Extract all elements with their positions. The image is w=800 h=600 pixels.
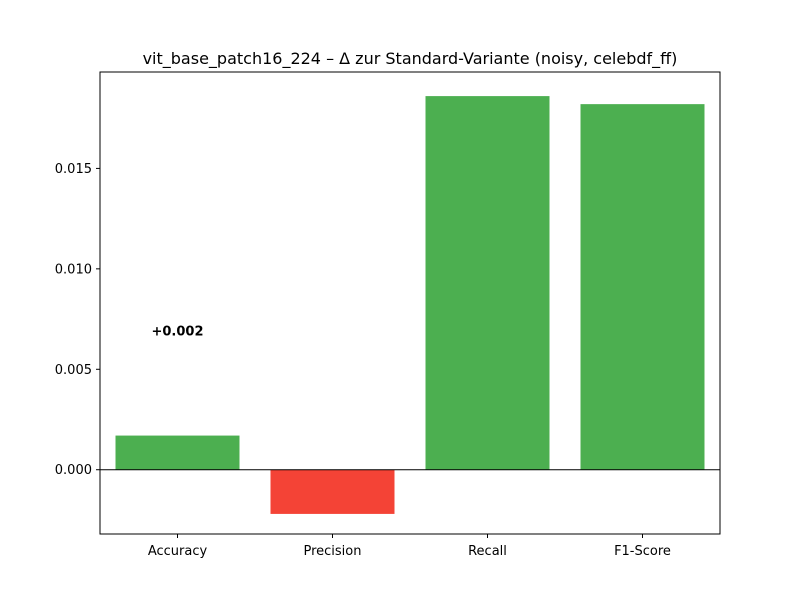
bar-precision — [270, 469, 395, 514]
data-label: +0.002 — [151, 325, 203, 340]
bar-accuracy — [115, 435, 240, 470]
y-tick-label: 0.015 — [55, 162, 92, 177]
bar-recall — [425, 96, 550, 470]
x-tick-label: Accuracy — [148, 544, 208, 559]
x-tick-label: Recall — [468, 544, 507, 559]
y-tick-label: 0.010 — [55, 262, 92, 277]
x-tick-label: F1-Score — [614, 544, 671, 559]
y-tick-label: 0.000 — [55, 463, 92, 478]
bar-f1-score — [580, 104, 705, 470]
axes-frame — [99, 71, 721, 535]
y-tick-label: 0.005 — [55, 363, 92, 378]
x-tick-label: Precision — [303, 544, 361, 559]
plot-area: 0.000 0.005 0.010 0.015 Accuracy Precision Rec… — [55, 71, 721, 559]
chart-title: vit_base_patch16_224 – Δ zur Standard-Va… — [143, 49, 678, 69]
